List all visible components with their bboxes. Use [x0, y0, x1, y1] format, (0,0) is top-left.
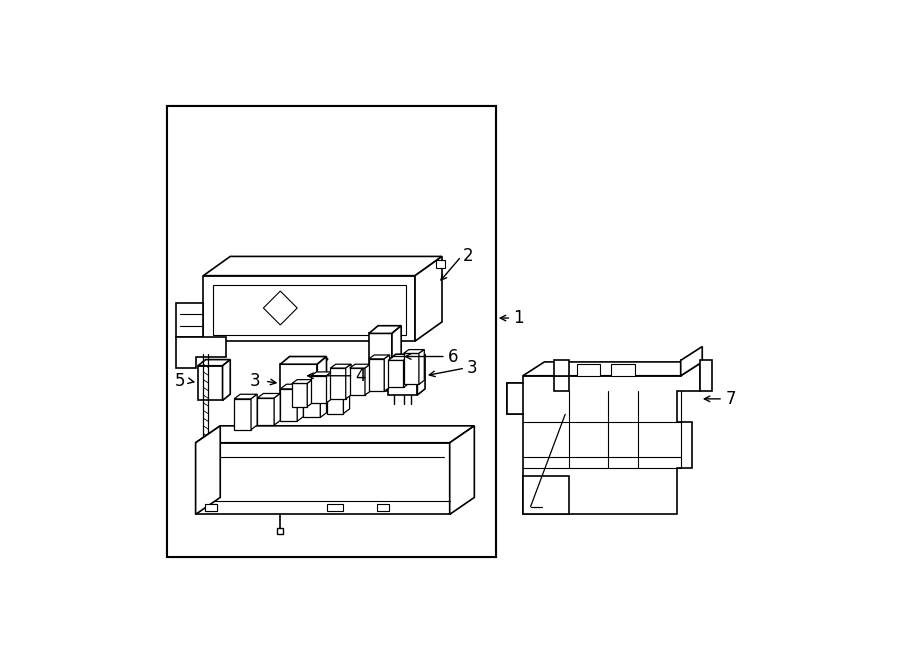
Text: 3: 3: [249, 372, 260, 390]
Polygon shape: [257, 398, 274, 425]
Polygon shape: [257, 393, 280, 398]
Polygon shape: [203, 276, 415, 341]
Polygon shape: [297, 384, 303, 421]
Polygon shape: [203, 256, 442, 276]
Text: 3: 3: [466, 359, 477, 377]
Polygon shape: [392, 326, 401, 391]
Polygon shape: [700, 360, 712, 391]
Polygon shape: [388, 360, 403, 387]
Polygon shape: [176, 337, 227, 368]
Polygon shape: [311, 375, 327, 403]
Polygon shape: [349, 368, 365, 395]
Polygon shape: [167, 106, 496, 557]
Polygon shape: [234, 394, 257, 399]
Polygon shape: [292, 383, 307, 407]
Polygon shape: [205, 504, 217, 510]
Polygon shape: [611, 364, 634, 375]
Polygon shape: [195, 443, 450, 514]
Polygon shape: [318, 356, 327, 407]
Polygon shape: [384, 355, 390, 391]
Polygon shape: [369, 333, 392, 391]
Polygon shape: [280, 384, 303, 389]
Polygon shape: [277, 528, 284, 534]
Polygon shape: [327, 379, 344, 414]
Polygon shape: [508, 383, 523, 414]
Polygon shape: [307, 379, 312, 407]
Polygon shape: [212, 285, 406, 335]
Polygon shape: [303, 391, 320, 417]
Polygon shape: [369, 359, 384, 391]
Polygon shape: [450, 426, 474, 514]
Polygon shape: [388, 354, 425, 360]
Polygon shape: [369, 326, 401, 333]
Polygon shape: [274, 393, 280, 425]
Polygon shape: [523, 362, 702, 375]
Polygon shape: [388, 360, 418, 395]
Text: 5: 5: [175, 372, 185, 390]
Polygon shape: [365, 364, 371, 395]
Polygon shape: [403, 354, 418, 384]
Polygon shape: [554, 360, 569, 375]
Polygon shape: [251, 394, 257, 430]
Polygon shape: [222, 360, 230, 401]
Polygon shape: [234, 399, 251, 430]
Text: 7: 7: [725, 390, 736, 408]
Polygon shape: [388, 356, 409, 360]
Polygon shape: [311, 372, 332, 375]
Polygon shape: [303, 364, 322, 393]
Text: 4: 4: [355, 367, 365, 385]
Polygon shape: [205, 504, 217, 512]
Polygon shape: [523, 476, 569, 514]
Polygon shape: [418, 354, 425, 395]
Polygon shape: [280, 389, 297, 421]
Polygon shape: [320, 386, 327, 417]
Polygon shape: [346, 364, 351, 399]
Text: 2: 2: [463, 247, 473, 266]
Polygon shape: [330, 368, 346, 399]
Polygon shape: [415, 256, 442, 341]
Text: 6: 6: [447, 348, 458, 366]
Polygon shape: [198, 360, 230, 366]
Polygon shape: [198, 366, 222, 401]
Polygon shape: [195, 426, 474, 443]
Polygon shape: [508, 360, 700, 514]
Polygon shape: [436, 260, 446, 268]
Polygon shape: [292, 379, 312, 383]
Polygon shape: [303, 386, 327, 391]
Polygon shape: [264, 291, 297, 325]
Polygon shape: [349, 364, 371, 368]
Polygon shape: [327, 372, 332, 403]
Polygon shape: [327, 504, 344, 510]
Polygon shape: [280, 356, 327, 364]
Polygon shape: [403, 356, 409, 387]
Polygon shape: [330, 364, 351, 368]
Polygon shape: [176, 303, 203, 337]
Polygon shape: [344, 374, 349, 414]
Polygon shape: [376, 504, 389, 510]
Polygon shape: [280, 364, 318, 407]
Polygon shape: [418, 350, 424, 384]
Polygon shape: [327, 374, 349, 379]
Polygon shape: [167, 106, 496, 557]
Text: 1: 1: [514, 309, 524, 327]
Polygon shape: [195, 426, 220, 514]
Polygon shape: [303, 359, 328, 364]
Polygon shape: [577, 364, 599, 375]
Polygon shape: [680, 346, 702, 375]
Polygon shape: [403, 350, 424, 354]
Polygon shape: [369, 355, 390, 359]
